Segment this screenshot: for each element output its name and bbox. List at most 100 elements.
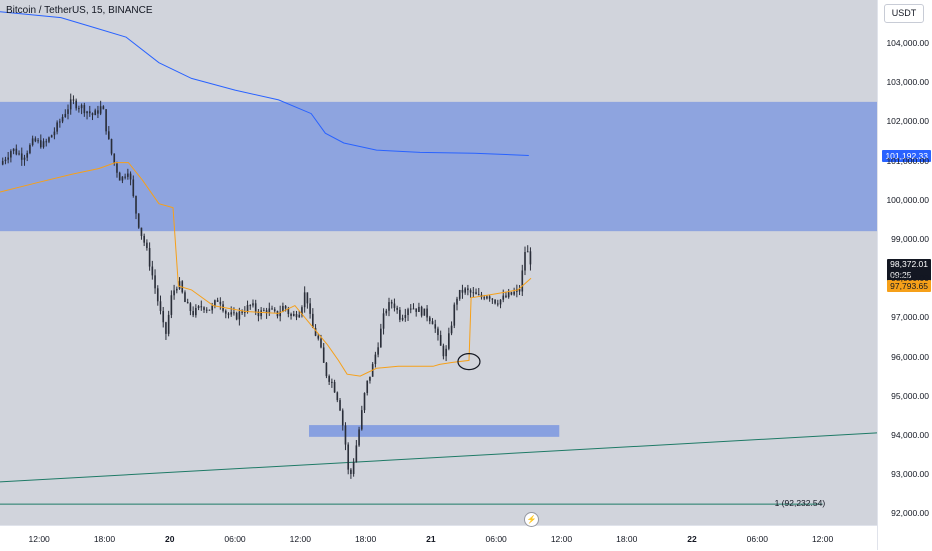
candle-body <box>34 138 37 142</box>
candle-body <box>513 291 515 295</box>
candle-body <box>252 303 254 306</box>
time-tick-label: 22 <box>687 534 697 544</box>
candle-body <box>173 290 175 296</box>
candle-body <box>7 157 9 160</box>
candle-body <box>385 310 388 314</box>
candle-body <box>162 310 165 323</box>
price-tick-label: 92,000.00 <box>891 508 929 519</box>
time-tick-label: 12:00 <box>28 534 50 544</box>
candle-body <box>151 266 154 276</box>
candle-body <box>458 289 461 299</box>
time-tick-label: 06:00 <box>485 534 507 544</box>
candle-body <box>363 392 366 411</box>
candle-body <box>254 303 257 312</box>
time-tick-label: 21 <box>426 534 436 544</box>
time-tick-label: 12:00 <box>289 534 311 544</box>
candle-body <box>211 305 213 311</box>
candle-body <box>42 141 45 148</box>
candle-body <box>184 292 186 303</box>
candle-body <box>127 173 129 177</box>
candle-body <box>233 312 235 314</box>
candle-body <box>456 298 458 305</box>
candle-body <box>412 308 415 310</box>
candle-body <box>401 317 404 320</box>
candle-body <box>75 100 77 109</box>
candle-body <box>437 328 439 336</box>
candle-body <box>249 305 252 307</box>
candle-body <box>156 288 159 302</box>
candle-body <box>260 310 262 317</box>
candle-body <box>483 297 486 299</box>
candle-body <box>350 469 352 474</box>
candle-body <box>268 308 271 314</box>
candle-body <box>331 381 333 383</box>
price-tick-label: 97,000.00 <box>891 312 929 323</box>
candle-body <box>273 309 276 311</box>
candle-body <box>241 311 243 313</box>
candle-body <box>165 322 167 334</box>
candle-body <box>290 313 292 316</box>
price-tick-label: 104,000.00 <box>886 38 929 49</box>
chart-canvas[interactable] <box>0 0 877 525</box>
candle-body <box>510 292 513 295</box>
candle-body <box>486 296 488 299</box>
candle-body <box>159 301 162 311</box>
candle-body <box>23 157 26 160</box>
time-tick-label: 20 <box>165 534 175 544</box>
candle-body <box>306 292 309 304</box>
candle-body <box>439 335 442 346</box>
chart-title: Bitcoin / TetherUS, 15, BINANCE <box>6 5 153 16</box>
time-tick-label: 06:00 <box>746 534 768 544</box>
candle-body <box>298 314 301 318</box>
demand-zone <box>309 425 560 437</box>
price-tick-label: 98,000.00 <box>891 273 929 284</box>
candle-body <box>347 444 350 470</box>
candle-body <box>69 99 72 110</box>
candle-body <box>86 111 88 114</box>
last-price-tag: 98,372.01 09:25 <box>887 258 931 281</box>
candle-body <box>10 151 12 158</box>
candle-body <box>140 227 143 236</box>
last-price-value: 98,372.01 <box>890 258 928 269</box>
candle-body <box>64 113 67 117</box>
candle-body <box>322 347 325 363</box>
candle-body <box>137 213 140 228</box>
time-axis[interactable]: 12:00 18:00 20 06:00 12:00 18:00 21 06:00 12:00 1… <box>0 525 877 551</box>
candle-body <box>287 308 290 314</box>
candle-body <box>116 163 118 173</box>
candle-body <box>420 306 423 316</box>
candle-body <box>91 113 94 116</box>
candle-body <box>214 300 216 306</box>
candle-body <box>78 108 80 110</box>
candle-body <box>382 313 385 329</box>
candle-body <box>148 248 151 267</box>
candle-body <box>469 290 472 293</box>
candle-body <box>105 109 107 132</box>
candle-body <box>472 292 475 294</box>
candle-body <box>415 308 418 312</box>
candle-body <box>113 153 116 164</box>
candle-body <box>107 131 110 139</box>
candle-body <box>224 310 227 314</box>
candle-body <box>282 306 284 312</box>
vwap-line <box>0 162 532 377</box>
time-tick-label: 12:00 <box>811 534 834 544</box>
candle-body <box>366 380 369 393</box>
chart-plot-area[interactable]: Bitcoin / TetherUS, 15, BINANCE 1 (92,23… <box>0 0 877 525</box>
currency-unit-button[interactable]: USDT <box>884 4 924 23</box>
candle-body <box>175 288 178 291</box>
candle-body <box>374 354 377 365</box>
price-tick-label: 95,000.00 <box>891 390 929 401</box>
candle-body <box>29 145 31 154</box>
horizontal-line-label: 1 (92,232.54) <box>774 498 826 509</box>
price-tick-label: 101,000.00 <box>886 155 929 166</box>
candle-body <box>344 425 347 445</box>
candle-body <box>396 307 398 310</box>
price-axis[interactable]: USDT 101,192.33 98,372.01 09:25 97,793.6… <box>877 0 932 550</box>
candle-body <box>521 270 524 292</box>
lightning-icon[interactable]: ⚡ <box>523 512 539 528</box>
candle-body <box>20 153 23 160</box>
price-tick-label: 103,000.00 <box>886 77 929 88</box>
candle-body <box>4 159 7 162</box>
candle-body <box>265 310 268 314</box>
